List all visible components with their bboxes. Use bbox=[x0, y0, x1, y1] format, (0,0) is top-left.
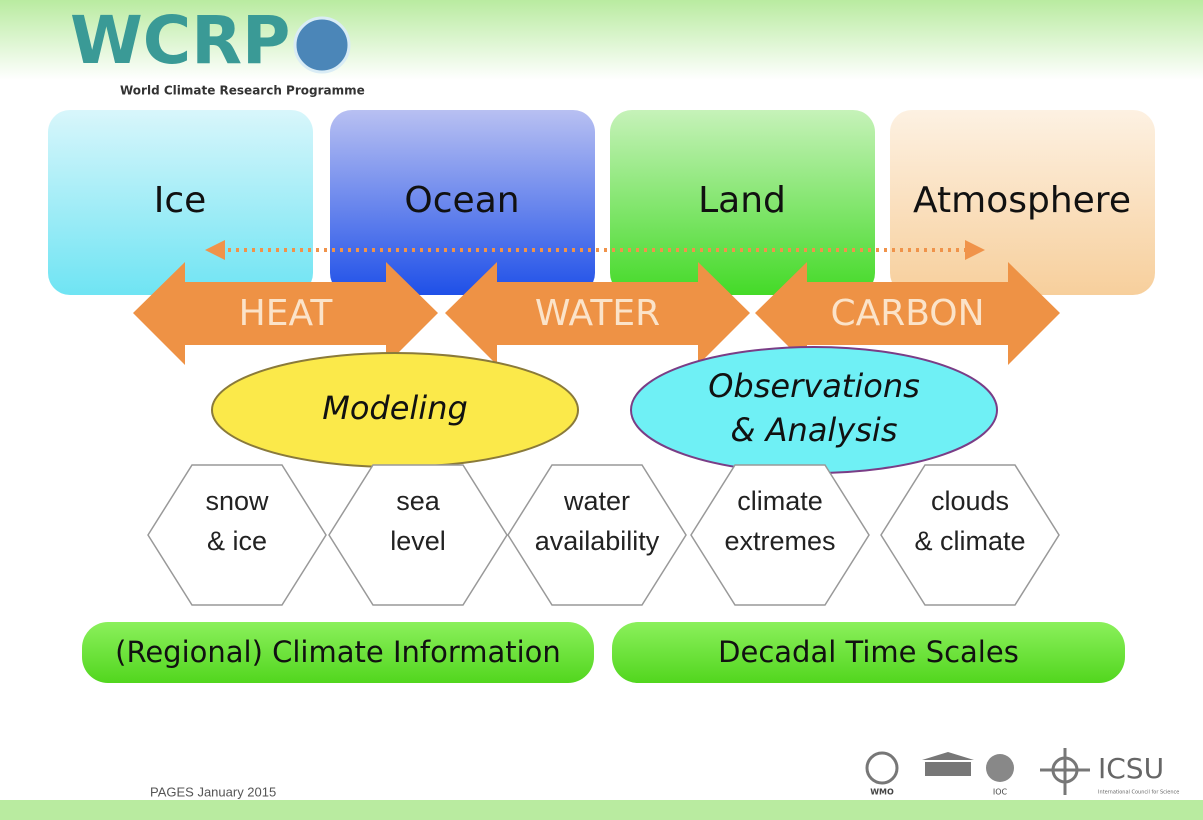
activity-label: Observations bbox=[708, 367, 920, 405]
challenge-label: extremes bbox=[724, 526, 835, 556]
logo-subtitle: World Climate Research Programme bbox=[120, 84, 365, 98]
challenge-label: water bbox=[563, 486, 630, 516]
activity-label: & Analysis bbox=[731, 411, 898, 449]
activity-label: Modeling bbox=[322, 389, 468, 427]
logo: WCRP bbox=[70, 2, 290, 79]
wmo-emblem bbox=[867, 753, 897, 783]
challenge-label: clouds bbox=[931, 486, 1009, 516]
slide: WCRP World Climate Research Programme Ic… bbox=[0, 0, 1203, 820]
activity-ellipse bbox=[631, 347, 997, 473]
component-label: Ice bbox=[154, 180, 207, 221]
theme-label: (Regional) Climate Information bbox=[115, 635, 561, 669]
logo-subtitle: International Council for Science bbox=[1098, 790, 1179, 796]
flux-label: WATER bbox=[535, 293, 660, 334]
unesco-emblem bbox=[922, 752, 974, 776]
logo-label: WMO bbox=[870, 788, 894, 797]
logo-label: IOC bbox=[993, 788, 1008, 797]
icsu-emblem bbox=[1040, 748, 1090, 795]
flux-label: HEAT bbox=[239, 293, 334, 334]
theme-label: Decadal Time Scales bbox=[718, 635, 1019, 669]
challenge-label: sea bbox=[396, 486, 441, 516]
challenge-label: & climate bbox=[914, 526, 1025, 556]
component-label: Atmosphere bbox=[913, 180, 1131, 221]
logo-label: ICSU bbox=[1098, 752, 1164, 785]
challenge-label: climate bbox=[737, 486, 823, 516]
footer-text: PAGES January 2015 bbox=[150, 784, 276, 799]
component-label: Land bbox=[698, 180, 786, 221]
challenge-label: snow bbox=[205, 486, 269, 516]
flux-label: CARBON bbox=[830, 293, 984, 334]
logo-globe bbox=[295, 18, 349, 72]
challenge-label: & ice bbox=[207, 526, 267, 556]
bottom-band bbox=[0, 800, 1203, 820]
challenge-label: availability bbox=[535, 526, 660, 556]
challenge-label: level bbox=[390, 526, 446, 556]
component-label: Ocean bbox=[404, 180, 519, 221]
ioc-emblem bbox=[986, 754, 1014, 782]
